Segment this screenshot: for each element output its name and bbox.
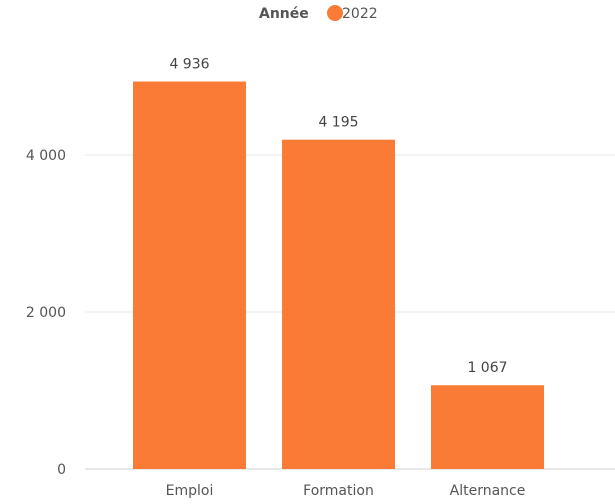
legend[interactable]: Année 2022 [259, 5, 378, 22]
data-labels: 4 936 4 195 1 067 [169, 57, 507, 377]
x-tick-label-emploi: Emploi [166, 483, 214, 499]
data-label-formation: 4 195 [318, 115, 358, 131]
y-axis: 0 2 000 4 000 [26, 148, 66, 478]
legend-title: Année [259, 6, 309, 22]
x-tick-label-formation: Formation [303, 483, 374, 499]
x-tick-label-alternance: Alternance [450, 483, 526, 499]
bar-alternance[interactable] [431, 385, 544, 469]
x-axis: Emploi Formation Alternance [166, 483, 526, 499]
legend-label-2022: 2022 [342, 6, 378, 22]
legend-swatch-2022 [327, 5, 343, 21]
y-tick-label: 4 000 [26, 148, 66, 164]
bar-formation[interactable] [282, 139, 395, 469]
y-tick-label: 0 [57, 462, 66, 478]
bar-emploi[interactable] [133, 81, 246, 470]
data-label-alternance: 1 067 [467, 360, 507, 376]
bars [133, 81, 544, 470]
data-label-emploi: 4 936 [169, 57, 209, 73]
y-tick-label: 2 000 [26, 305, 66, 321]
